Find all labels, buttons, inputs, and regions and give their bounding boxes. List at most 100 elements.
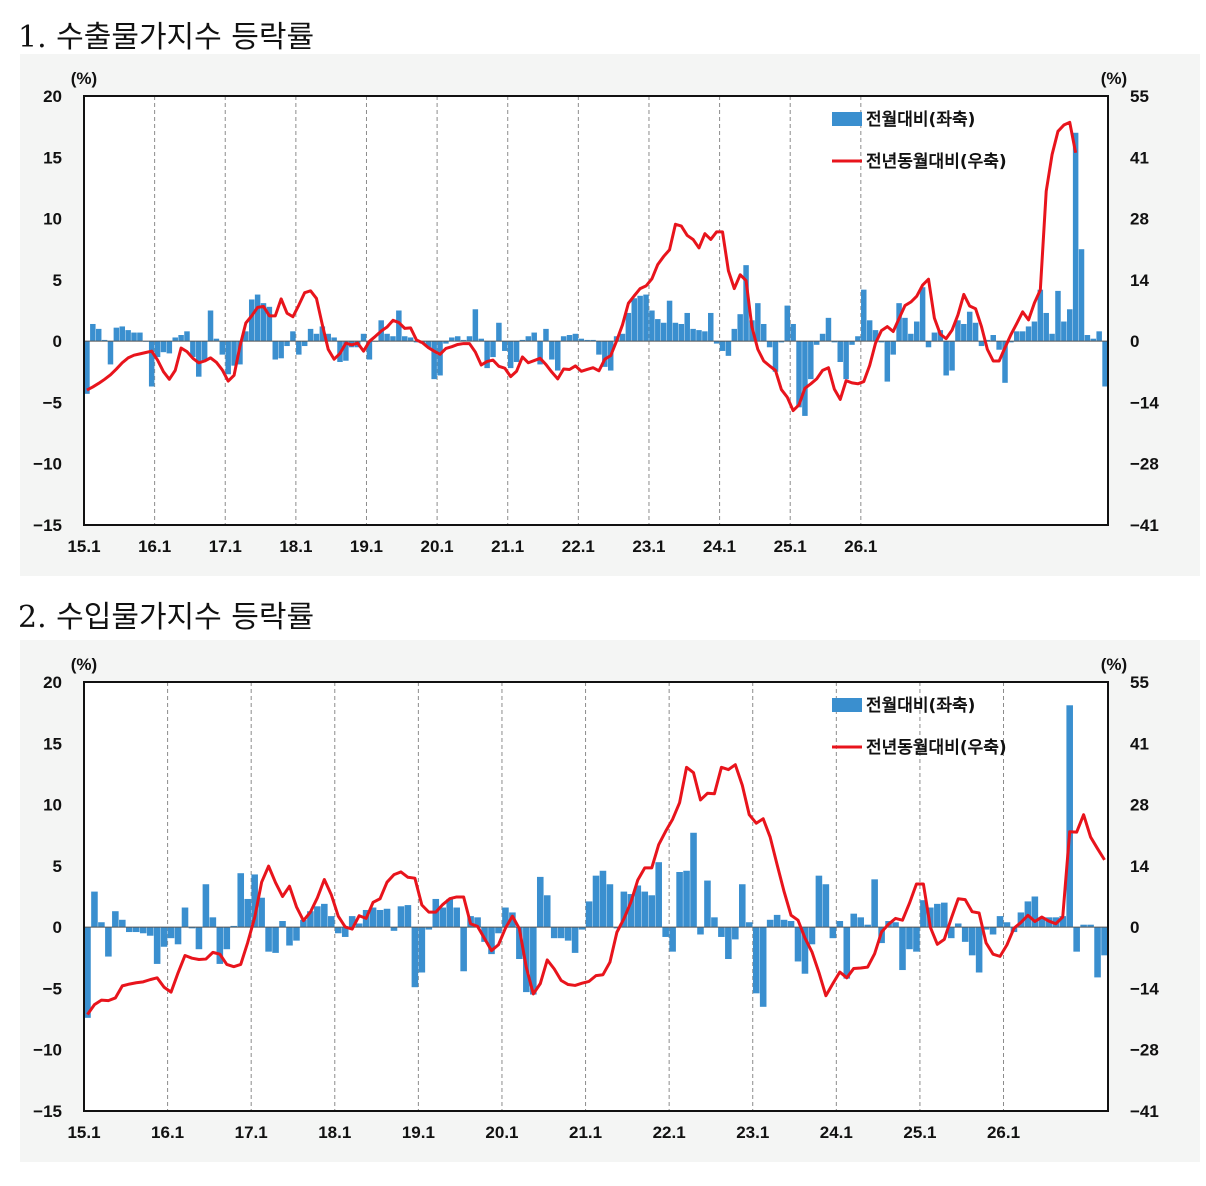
- bar: [543, 895, 551, 928]
- bar: [759, 927, 767, 1007]
- bar: [672, 322, 679, 342]
- bar: [794, 927, 802, 962]
- bar: [739, 884, 746, 928]
- bar: [328, 916, 335, 928]
- bar: [343, 341, 349, 361]
- bar: [966, 311, 973, 342]
- bar: [460, 339, 467, 342]
- bar: [1002, 341, 1008, 383]
- bar: [796, 341, 802, 408]
- bar: [537, 341, 543, 365]
- bar: [572, 333, 579, 342]
- bar: [1043, 312, 1049, 342]
- bar: [525, 336, 532, 342]
- bar: [872, 330, 879, 342]
- bar: [684, 312, 690, 342]
- bar: [801, 927, 809, 974]
- bar: [655, 319, 661, 342]
- bar: [702, 331, 708, 342]
- bar: [766, 341, 773, 348]
- bar: [975, 927, 983, 973]
- bar: [913, 321, 920, 342]
- bar: [819, 333, 826, 342]
- bar: [449, 337, 455, 342]
- bar: [837, 341, 843, 362]
- x-tick-label: 24.1: [820, 1123, 853, 1142]
- bar: [213, 338, 220, 342]
- bar: [778, 341, 785, 343]
- x-tick-label: 18.1: [318, 1123, 351, 1142]
- bar: [376, 909, 384, 928]
- bar: [1038, 917, 1046, 928]
- bar: [752, 927, 760, 994]
- bar: [266, 306, 273, 342]
- bar: [982, 927, 990, 930]
- bar: [925, 341, 932, 348]
- x-tick-label: 26.1: [987, 1123, 1020, 1142]
- bar: [216, 927, 224, 964]
- plot-frame: [83, 95, 1109, 526]
- right-tick-label: 14: [1130, 271, 1149, 290]
- bar: [366, 341, 373, 360]
- bar: [331, 337, 337, 342]
- bar: [1008, 341, 1014, 343]
- bar: [732, 927, 739, 940]
- bar: [231, 341, 237, 366]
- bar: [284, 341, 290, 347]
- left-tick-label: 15: [43, 148, 62, 167]
- bar: [713, 341, 720, 344]
- bar: [125, 927, 133, 933]
- bar: [697, 927, 704, 935]
- bar: [334, 927, 342, 934]
- bar: [808, 341, 814, 380]
- x-tick-label: 22.1: [653, 1123, 686, 1142]
- bar: [902, 317, 908, 342]
- left-tick-label: 20: [43, 87, 62, 106]
- bar: [502, 907, 509, 928]
- bar: [1072, 132, 1079, 342]
- bar: [780, 919, 788, 928]
- left-axis-unit: (%): [71, 655, 97, 674]
- bar: [230, 925, 238, 928]
- x-tick-label: 15.1: [67, 1123, 100, 1142]
- bar: [704, 880, 711, 928]
- bar: [207, 310, 214, 342]
- bar: [849, 341, 855, 345]
- bar: [454, 336, 461, 342]
- bar: [160, 927, 168, 947]
- bar: [989, 927, 997, 935]
- bar: [829, 927, 837, 939]
- x-tick-label: 15.1: [67, 537, 100, 556]
- chart-2-title: 2. 수입물가지수 등락률: [18, 600, 315, 635]
- bar: [119, 919, 126, 928]
- bar: [543, 328, 549, 342]
- line-series: [86, 120, 1078, 413]
- x-tick-label: 26.1: [844, 537, 877, 556]
- legend-line-label: 전년동월대비(우축): [866, 738, 1007, 758]
- bar: [384, 333, 390, 342]
- bar: [390, 336, 396, 342]
- right-tick-label: 55: [1130, 673, 1149, 692]
- bar: [596, 341, 602, 355]
- bar: [148, 341, 155, 387]
- left-tick-label: 20: [43, 673, 62, 692]
- bar: [425, 927, 433, 930]
- bar: [1067, 309, 1073, 342]
- legend-bar-swatch: [832, 698, 862, 712]
- right-axis-unit: (%): [1101, 655, 1127, 674]
- bar: [531, 332, 537, 342]
- bar: [418, 927, 426, 973]
- bar: [972, 322, 979, 342]
- chart-1-panel: 20 15 10 5 0 −5 −10 −15 55 41 28 14 0 −14 −28 −41 (%) (%)…: [20, 54, 1200, 576]
- bar: [787, 921, 795, 928]
- x-tick-label: 20.1: [485, 1123, 518, 1142]
- bar: [984, 339, 991, 342]
- left-tick-label: −10: [33, 455, 62, 474]
- x-tick-label: 20.1: [421, 537, 454, 556]
- bar: [927, 907, 934, 928]
- bar: [831, 341, 838, 343]
- bar: [254, 294, 261, 342]
- bar: [1096, 331, 1102, 342]
- bar: [564, 927, 572, 941]
- bar: [978, 341, 985, 347]
